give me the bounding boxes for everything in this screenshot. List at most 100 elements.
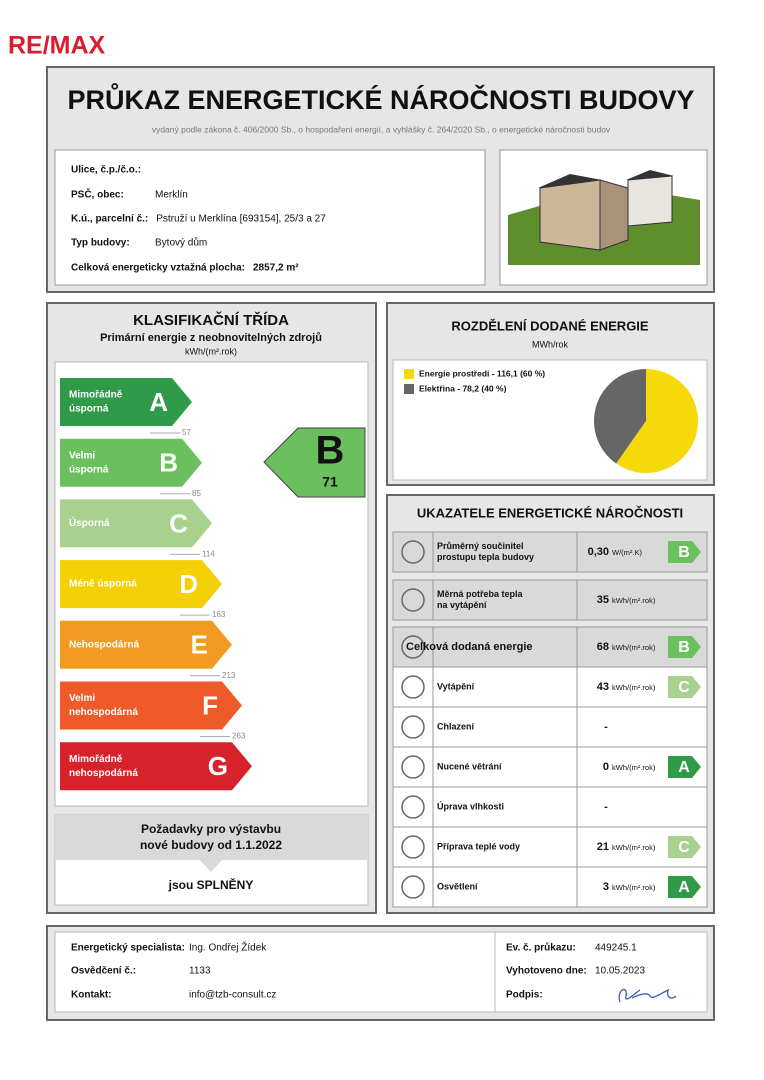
building	[599, 179, 629, 251]
info-box	[54, 149, 486, 286]
requirements-result: jsou SPLNĚNY	[168, 877, 254, 892]
indicator-icon	[401, 540, 425, 564]
requirements-pointer	[200, 860, 222, 872]
indicator-unit: W/(m².K)	[612, 548, 642, 557]
class-limit: 263	[232, 732, 246, 741]
indicator-class: C	[678, 679, 690, 696]
indicator-unit: kWh/(m².rok)	[612, 763, 656, 772]
rating-value: 71	[322, 474, 338, 490]
class-arrow	[60, 499, 212, 548]
indicator-value: 35	[597, 594, 609, 606]
indicator-row	[392, 786, 708, 828]
indicator-row	[392, 826, 708, 868]
logo: RE/MAX	[8, 32, 106, 60]
indicator-row	[392, 579, 708, 621]
legend-swatch	[404, 369, 414, 379]
class-limit: 213	[222, 671, 236, 680]
class-unit: kWh/(m².rok)	[185, 346, 237, 356]
class-subtitle: Primární energie z neobnovitelných zdroj…	[100, 332, 322, 344]
split-title: ROZDĚLENÍ DODANÉ ENERGIE	[451, 318, 649, 333]
indicator-label: Úprava vlhkosti	[437, 800, 504, 811]
field-value: Pstruží u Merklína [693154], 25/3 a 27	[156, 214, 326, 225]
subtitle: vydaný podle zákona č. 406/2000 Sb., o h…	[152, 124, 611, 134]
indicator-label: Nucené větrání	[437, 761, 502, 771]
field-label: Celková energeticky vztažná plocha:	[71, 263, 245, 274]
indicator-class: A	[678, 759, 690, 776]
class-arrow	[60, 742, 252, 791]
class-name: Úsporná	[69, 516, 110, 529]
class-letter: D	[179, 569, 198, 599]
field-label: PSČ, obec:	[71, 188, 124, 201]
indicator-value: 0	[603, 761, 609, 773]
roof	[626, 170, 674, 180]
class-arrow	[60, 560, 222, 609]
footer-label: Vyhotoveno dne:	[506, 966, 587, 977]
field-label: Ulice, č.p./č.o.:	[71, 165, 141, 176]
indicator-unit: kWh/(m².rok)	[612, 643, 656, 652]
class-letter: G	[208, 751, 228, 781]
footer-value: Ing. Ondřej Žídek	[189, 941, 267, 954]
class-name: Nehospodárná	[69, 639, 139, 650]
indicator-class-arrow	[668, 836, 701, 858]
indicator-label: Průměrný součinitel	[437, 541, 524, 551]
indicator-label: na vytápění	[437, 600, 487, 610]
footer-value: 449245.1	[595, 943, 637, 954]
indicator-value: 0,30	[588, 546, 609, 558]
indicator-class-arrow	[668, 636, 701, 658]
field-value: Bytový dům	[155, 237, 207, 249]
class-name: Méně úsporná	[69, 579, 137, 590]
pie-slice	[593, 369, 646, 464]
indicator-class: A	[678, 879, 690, 896]
class-arrow	[60, 620, 232, 669]
indicator-label: prostupu tepla budovy	[437, 552, 534, 562]
indicator-class-arrow	[668, 756, 701, 778]
title: PRŮKAZ ENERGETICKÉ NÁROČNOSTI BUDOVY	[67, 82, 694, 115]
building	[627, 175, 673, 227]
building-photo	[499, 149, 708, 286]
indicator-label: Příprava teplé vody	[437, 841, 520, 851]
class-name: Velmi	[69, 693, 95, 704]
class-name: úsporná	[69, 464, 109, 475]
split-unit: MWh/rok	[532, 339, 569, 349]
indicator-row	[392, 746, 708, 788]
class-title: KLASIFIKAČNÍ TŘÍDA	[133, 311, 289, 329]
class-arrow	[60, 378, 192, 426]
class-arrow	[60, 438, 202, 487]
field-value: Merklín	[155, 190, 188, 201]
indicator-value: 3	[603, 881, 609, 893]
rating-letter: B	[316, 429, 345, 473]
indicator-icon	[401, 755, 425, 779]
indicator-unit: kWh/(m².rok)	[612, 683, 656, 692]
footer-box	[54, 931, 708, 1013]
indicator-class-arrow	[668, 541, 701, 563]
field-label: K.ú., parcelní č.:	[71, 214, 148, 225]
class-name: nehospodárná	[69, 768, 138, 779]
requirements-title: Požadavky pro výstavbu	[141, 822, 281, 836]
indicator-unit: kWh/(m².rok)	[612, 596, 656, 605]
class-limit: 163	[212, 610, 226, 619]
indicator-unit: kWh/(m².rok)	[612, 883, 656, 892]
requirements-title: nové budovy od 1.1.2022	[140, 838, 282, 852]
footer-value: 10.05.2023	[595, 966, 645, 977]
indicator-icon	[401, 835, 425, 859]
class-arrow	[60, 681, 242, 730]
indicator-class: B	[678, 544, 690, 561]
indicator-row	[392, 626, 708, 668]
indicator-icon	[401, 635, 425, 659]
legend-label: Elektřina - 78,2 (40 %)	[419, 383, 507, 393]
indicator-class: B	[678, 639, 690, 656]
indicator-value: 21	[597, 841, 609, 853]
indicator-row	[392, 531, 708, 573]
indicator-label: Osvětlení	[437, 881, 478, 891]
legend-swatch	[404, 384, 414, 394]
class-name: nehospodárná	[69, 707, 138, 718]
indicator-label: Měrná potřeba tepla	[437, 589, 524, 599]
indicator-value: -	[604, 721, 608, 733]
footer-label: Kontakt:	[71, 990, 112, 1001]
footer-value: 1133	[189, 966, 211, 977]
indicator-row	[392, 866, 708, 908]
indicator-label: Celková dodaná energie	[406, 641, 533, 653]
field-label: Typ budovy:	[71, 238, 130, 249]
class-name: Mimořádně	[69, 754, 123, 765]
